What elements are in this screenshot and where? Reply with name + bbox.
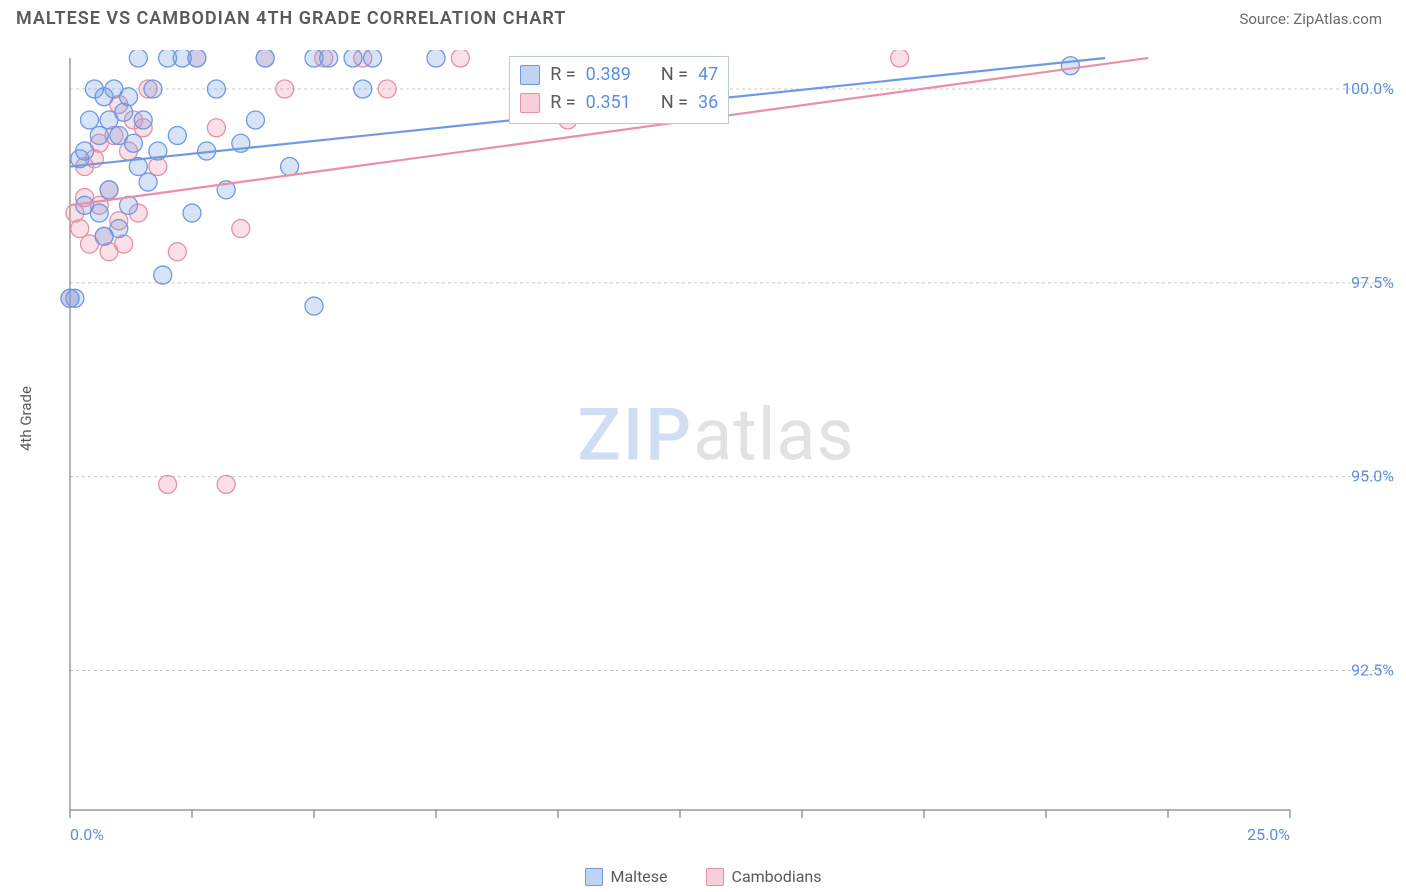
svg-text:100.0%: 100.0% — [1342, 79, 1394, 98]
corr-n-value: 36 — [698, 89, 718, 117]
corr-r-value: 0.351 — [586, 89, 631, 117]
legend-item: Maltese — [585, 867, 668, 886]
legend-item: Cambodians — [706, 867, 822, 886]
legend-swatch — [706, 868, 724, 886]
svg-text:95.0%: 95.0% — [1351, 467, 1394, 486]
correlation-box: R = 0.389 N = 47 R = 0.351 N = 36 — [509, 56, 729, 124]
corr-n-label: N = — [661, 89, 688, 117]
corr-row: R = 0.389 N = 47 — [520, 61, 718, 89]
bottom-legend: Maltese Cambodians — [0, 867, 1406, 886]
legend-swatch — [585, 868, 603, 886]
legend-label: Maltese — [611, 867, 668, 886]
chart-title: MALTESE VS CAMBODIAN 4TH GRADE CORRELATI… — [16, 8, 566, 29]
svg-text:25.0%: 25.0% — [1247, 825, 1290, 844]
corr-r-label: R = — [550, 61, 575, 89]
corr-n-label: N = — [661, 61, 688, 89]
scatter-plot-svg: 0.0% 25.0% 92.5% 95.0% 97.5% 100.0% — [54, 50, 1400, 852]
source-label: Source: ZipAtlas.com — [1239, 10, 1382, 28]
corr-row: R = 0.351 N = 36 — [520, 89, 718, 117]
chart-container: MALTESE VS CAMBODIAN 4TH GRADE CORRELATI… — [0, 0, 1406, 892]
svg-text:97.5%: 97.5% — [1351, 273, 1394, 292]
corr-swatch — [520, 93, 540, 113]
svg-text:92.5%: 92.5% — [1351, 660, 1394, 679]
plot-area: 4th Grade 0.0%25.0%92.5%95.0%97.5%100.0%… — [32, 50, 1400, 852]
corr-n-value: 47 — [698, 61, 718, 89]
corr-swatch — [520, 65, 540, 85]
corr-r-label: R = — [550, 89, 575, 117]
y-axis-label: 4th Grade — [17, 386, 35, 451]
legend-label: Cambodians — [732, 867, 822, 886]
svg-text:0.0%: 0.0% — [70, 825, 104, 844]
corr-r-value: 0.389 — [586, 61, 631, 89]
header: MALTESE VS CAMBODIAN 4TH GRADE CORRELATI… — [0, 0, 1406, 29]
